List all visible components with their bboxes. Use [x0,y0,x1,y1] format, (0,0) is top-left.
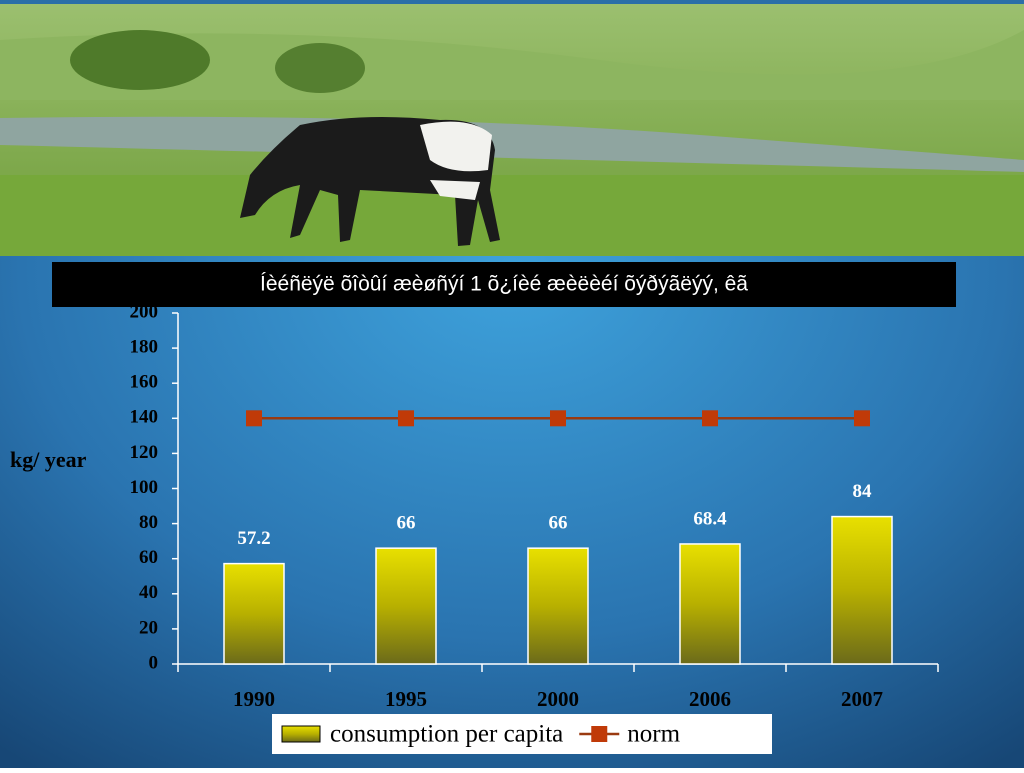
y-tick-label: 0 [149,652,159,673]
bar [679,543,741,665]
marker [246,410,262,427]
bar [831,515,893,665]
data-label: 57.2 [237,528,270,549]
marker [398,410,414,427]
data-label: 84 [853,481,873,502]
y-tick-label: 40 [139,582,158,603]
y-tick-label: 120 [130,442,159,463]
y-tick-label: 140 [130,407,159,428]
data-label: 66 [549,513,568,534]
bar [375,547,437,665]
x-tick-label: 2007 [841,687,883,711]
legend [272,714,772,754]
x-tick-label: 2006 [689,687,731,711]
y-tick-label: 160 [130,372,159,393]
y-tick-label: 60 [139,547,158,568]
x-tick-label: 2000 [537,687,579,711]
legend-label: consumption per capita [330,721,563,748]
legend-label: norm [627,721,680,748]
y-tick-label: 20 [139,617,158,638]
marker [854,410,870,427]
x-tick-label: 1990 [233,687,275,711]
legend-swatch [591,726,608,742]
marker [702,410,718,427]
y-tick-label: 180 [130,336,159,357]
bar [527,547,589,665]
data-label: 66 [397,513,416,534]
bar [223,562,285,665]
marker [550,410,566,427]
x-tick-label: 1995 [385,687,427,711]
legend-swatch [281,725,321,743]
y-axis-label: kg/ year [10,447,87,472]
y-tick-label: 80 [139,512,158,533]
y-tick-label: 200 [130,301,159,322]
title-bar [52,262,956,307]
chart-title: Íèéñëýë õîòûí æèøñýí 1 õ¿íèé æèëèéí õýðý… [260,273,748,296]
y-tick-label: 100 [130,477,159,498]
photo [0,0,1024,256]
data-label: 68.4 [693,508,727,529]
